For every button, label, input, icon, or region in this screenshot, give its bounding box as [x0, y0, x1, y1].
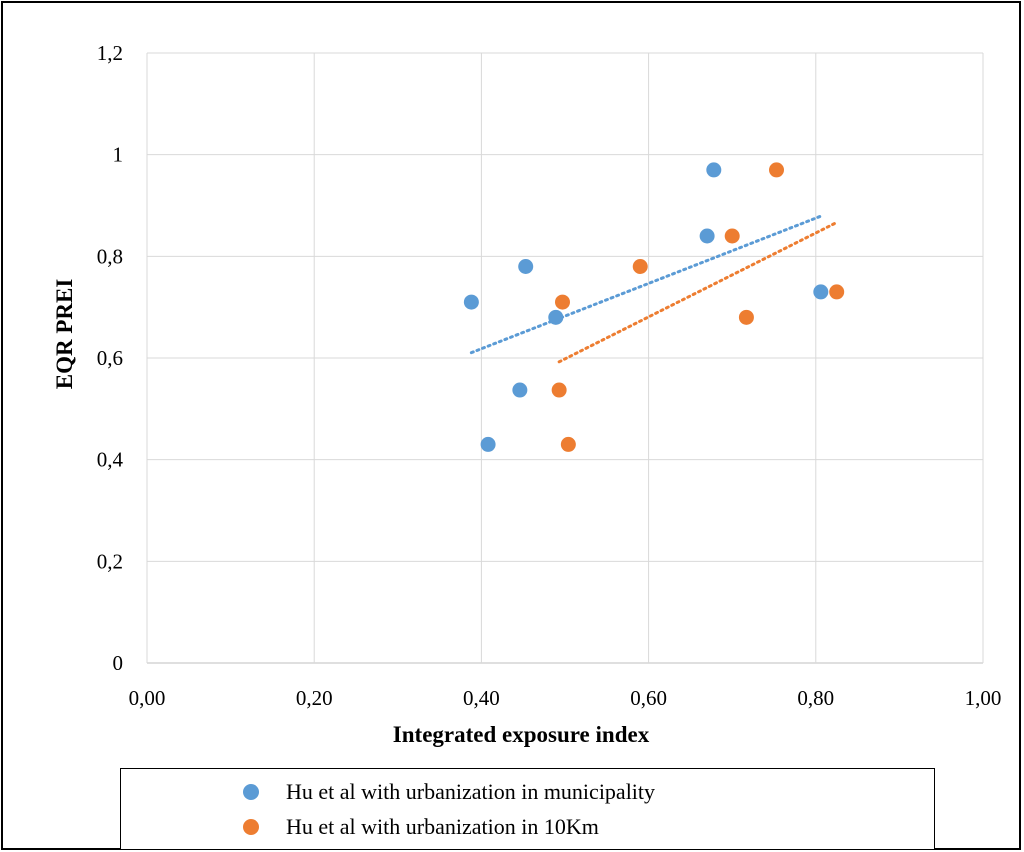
y-tick-label: 0,4 [97, 448, 124, 472]
y-axis-title: EQR PREI [52, 279, 77, 390]
y-tick-label: 1 [113, 143, 124, 167]
y-tick-label: 0,8 [97, 244, 123, 268]
gridlines [146, 52, 984, 664]
legend-marker-orange [243, 819, 259, 835]
trendline-series-2 [557, 220, 839, 364]
legend-item-municipality: Hu et al with urbanization in municipali… [243, 775, 655, 809]
data-point-series-2 [632, 259, 648, 274]
data-point-series-2 [724, 228, 740, 244]
legend-item-10km: Hu et al with urbanization in 10Km [243, 810, 599, 844]
x-tick-labels: 0,00 0,20 0,40 0,60 0,80 1,00 [129, 686, 1002, 710]
data-point-series-2 [560, 436, 576, 452]
data-point-series-2 [554, 294, 570, 310]
x-tick-label: 0,60 [630, 686, 667, 710]
data-point-series-1 [548, 309, 564, 325]
y-tick-label: 0 [113, 651, 124, 675]
data-point-series-1 [512, 382, 528, 398]
trendlines [469, 214, 839, 364]
x-tick-label: 0,20 [296, 686, 333, 710]
data-point-series-1 [699, 228, 715, 244]
x-tick-label: 0,40 [463, 686, 500, 710]
data-point-series-2 [738, 309, 754, 325]
data-points [463, 162, 845, 452]
data-point-series-2 [829, 284, 845, 300]
data-point-series-2 [769, 162, 785, 178]
y-tick-label: 0,6 [97, 346, 123, 370]
legend-label-10km: Hu et al with urbanization in 10Km [286, 814, 599, 839]
data-point-series-1 [518, 259, 534, 274]
data-point-series-1 [463, 294, 479, 310]
data-point-series-1 [813, 284, 829, 300]
legend-label-municipality: Hu et al with urbanization in municipali… [286, 779, 656, 804]
data-point-series-1 [480, 436, 496, 452]
x-axis-title: Integrated exposure index [393, 722, 650, 747]
y-tick-label: 0,2 [97, 549, 123, 573]
x-tick-label: 0,00 [129, 686, 166, 710]
legend-marker-blue [243, 784, 259, 800]
data-point-series-1 [706, 162, 722, 178]
trendline-series-1 [469, 214, 823, 355]
y-tick-label: 1,2 [97, 41, 123, 65]
y-tick-labels: 0 0,2 0,4 0,6 0,8 1 1,2 [97, 41, 124, 675]
x-tick-label: 0,80 [797, 686, 834, 710]
legend: Hu et al with urbanization in municipali… [120, 768, 935, 850]
x-tick-label: 1,00 [965, 686, 1002, 710]
data-point-series-2 [551, 382, 567, 398]
scatter-plot: 0,00 0,20 0,40 0,60 0,80 1,00 0 0,2 0,4 0,6 0,8 1 1… [52, 41, 1002, 747]
